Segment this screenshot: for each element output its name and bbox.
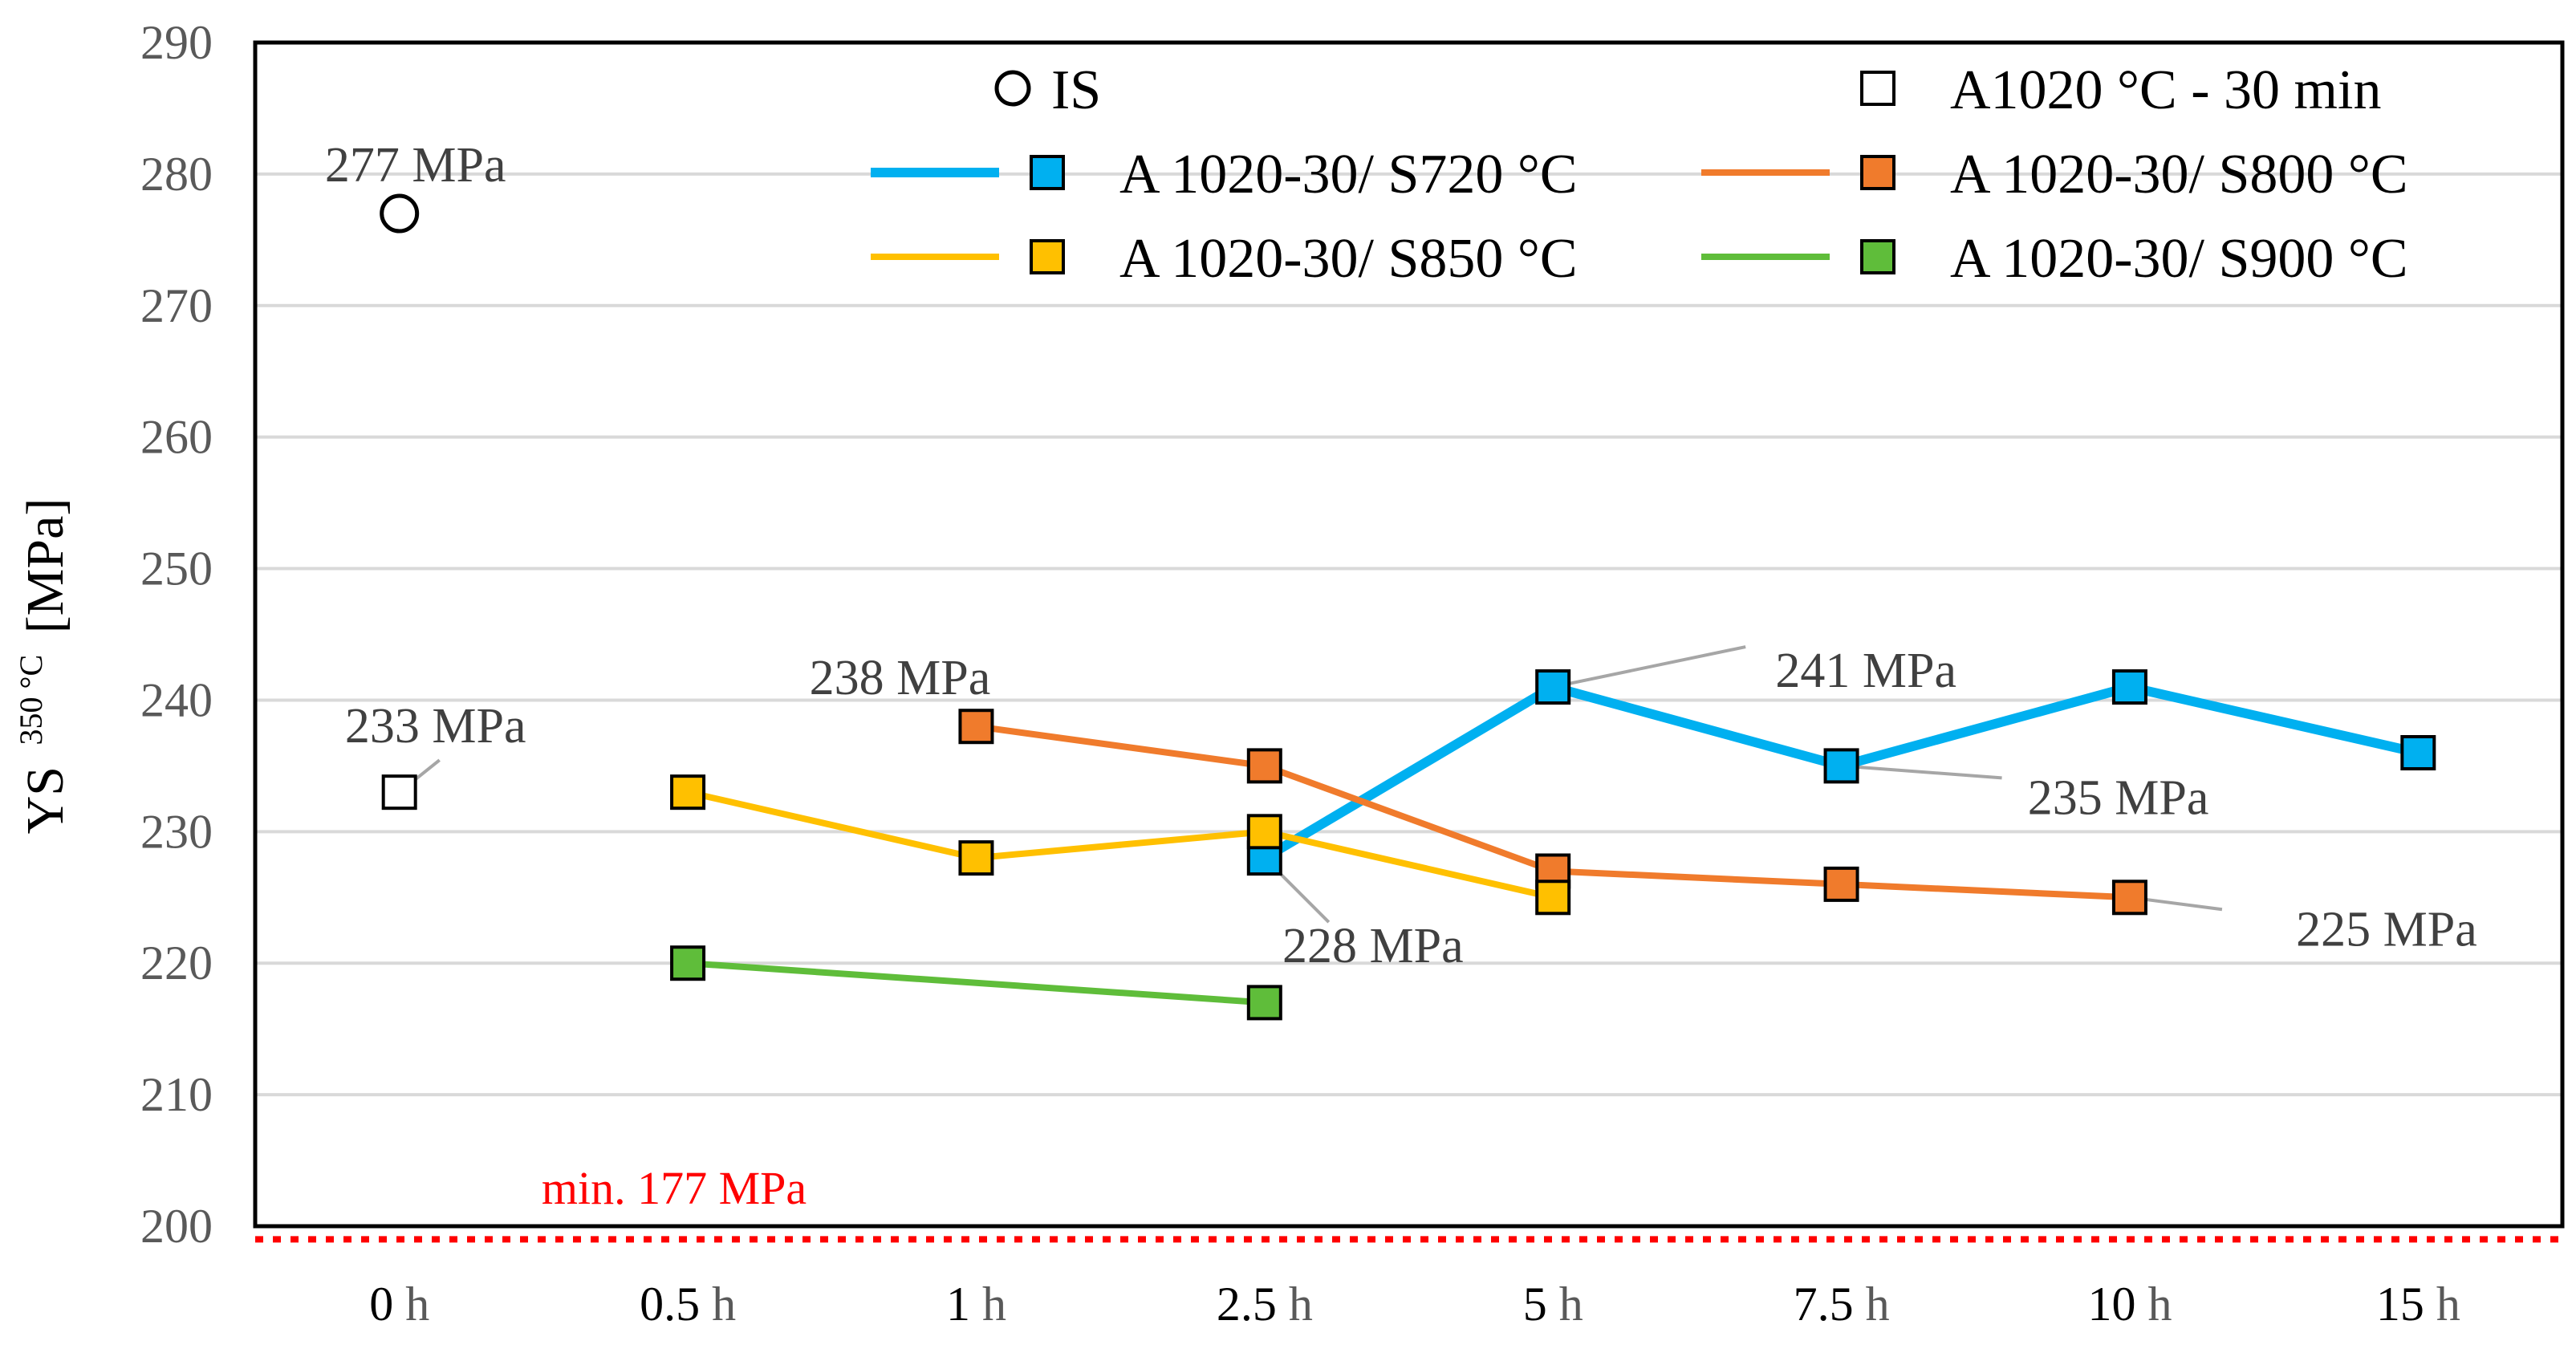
plot-frame bbox=[253, 40, 2565, 1229]
annotation-228-mpa: 228 MPa bbox=[1282, 919, 1464, 973]
data-annotations: 277 MPa 233 MPa 238 MPa 228 MPa 241 MPa 235 M… bbox=[325, 138, 2477, 973]
legend-item-a-1020-30-s850-c: A 1020-30/ S850 °C bbox=[871, 228, 1578, 290]
y-axis-title-unit: [MPa] bbox=[16, 498, 75, 634]
data-point-0h bbox=[380, 193, 420, 234]
x-tick-value: 15 bbox=[2376, 1278, 2436, 1331]
data-point-1h bbox=[958, 840, 994, 876]
y-tick-label-250: 250 bbox=[140, 542, 213, 595]
x-tick-unit: h bbox=[2436, 1278, 2460, 1331]
annotation-277-mpa: 277 MPa bbox=[325, 138, 506, 193]
series-line bbox=[687, 960, 1266, 1006]
data-point-1h bbox=[958, 709, 994, 745]
series-is bbox=[380, 193, 420, 234]
legend-item-is: IS bbox=[994, 59, 1101, 121]
x-tick-value: 10 bbox=[2087, 1278, 2147, 1331]
y-tick-label-290: 290 bbox=[140, 16, 213, 69]
y-axis-ticks: 200 210 220 230 240 250 260 270 280 290 bbox=[140, 16, 213, 1253]
annotation-235-mpa: 235 MPa bbox=[2028, 770, 2209, 825]
legend-swatch-marker bbox=[1860, 239, 1895, 274]
legend-label: A 1020-30/ S850 °C bbox=[1119, 228, 1578, 290]
data-point-10h bbox=[2111, 669, 2147, 705]
y-tick-label-220: 220 bbox=[140, 936, 213, 989]
y-axis-title-main: YS bbox=[16, 766, 75, 834]
legend-label: A 1020-30/ S720 °C bbox=[1119, 144, 1578, 205]
y-tick-label-270: 270 bbox=[140, 279, 213, 332]
x-tick-label-15: 15 h bbox=[2376, 1278, 2460, 1331]
legend-item-a1020-c-30-min: A1020 °C - 30 min bbox=[1860, 59, 2381, 121]
x-tick-unit: h bbox=[712, 1278, 736, 1331]
y-axis-title-superscript: 350 °C bbox=[13, 655, 49, 746]
x-tick-value: 0 bbox=[369, 1278, 405, 1331]
x-tick-label-1: 1 h bbox=[946, 1278, 1006, 1331]
legend-item-a-1020-30-s720-c: A 1020-30/ S720 °C bbox=[871, 144, 1578, 205]
legend-label: A 1020-30/ S800 °C bbox=[1950, 144, 2408, 205]
x-tick-value: 0.5 bbox=[640, 1278, 712, 1331]
y-tick-label-210: 210 bbox=[140, 1068, 213, 1121]
gridlines bbox=[255, 172, 2562, 1097]
legend-swatch-marker bbox=[994, 70, 1031, 107]
x-tick-unit: h bbox=[1866, 1278, 1890, 1331]
annotation-238-mpa: 238 MPa bbox=[810, 651, 991, 705]
data-point-10h bbox=[2111, 880, 2147, 916]
chart-legend: IS A1020 °C - 30 min A 1020-30/ S720 °C A 1… bbox=[871, 59, 2560, 290]
x-tick-label-0: 0 h bbox=[369, 1278, 429, 1331]
min-reference-label: min. 177 MPa bbox=[542, 1162, 807, 1214]
x-tick-unit: h bbox=[1289, 1278, 1313, 1331]
minimum-reference: min. 177 MPa bbox=[255, 1162, 2564, 1243]
y-tick-label-280: 280 bbox=[140, 148, 213, 201]
data-point-2-5h bbox=[1246, 748, 1282, 784]
data-series bbox=[380, 193, 2436, 1021]
annotation-leader-235 bbox=[1841, 764, 2002, 780]
x-tick-value: 7.5 bbox=[1794, 1278, 1866, 1331]
legend-label: A 1020-30/ S900 °C bbox=[1950, 228, 2408, 290]
y-tick-label-200: 200 bbox=[140, 1200, 213, 1253]
series-line bbox=[687, 789, 1554, 901]
data-point-0-5h bbox=[670, 945, 706, 981]
y-tick-label-260: 260 bbox=[140, 411, 213, 464]
annotation-233-mpa: 233 MPa bbox=[345, 699, 526, 754]
legend-background bbox=[891, 149, 2560, 157]
data-point-15h bbox=[2400, 735, 2436, 770]
data-point-5h bbox=[1535, 880, 1571, 916]
series-a-1020-30-s850-c bbox=[670, 774, 1571, 916]
legend-item-a-1020-30-s800-c: A 1020-30/ S800 °C bbox=[1701, 144, 2408, 205]
data-point-2-5h bbox=[1246, 985, 1282, 1021]
data-point-7-5h bbox=[1823, 748, 1859, 784]
data-point-5h bbox=[1535, 669, 1571, 705]
annotation-leader-241 bbox=[1552, 645, 1746, 689]
series-a-1020-30-s900-c bbox=[670, 945, 1282, 1021]
x-tick-unit: h bbox=[982, 1278, 1006, 1331]
legend-swatch-marker bbox=[1860, 71, 1895, 106]
data-point-7-5h bbox=[1823, 866, 1859, 902]
y-tick-label-240: 240 bbox=[140, 673, 213, 726]
legend-item-a-1020-30-s900-c: A 1020-30/ S900 °C bbox=[1701, 228, 2408, 290]
x-tick-label-0-5: 0.5 h bbox=[640, 1278, 736, 1331]
data-point-0-5h bbox=[670, 774, 706, 811]
legend-label: A1020 °C - 30 min bbox=[1950, 59, 2381, 121]
x-tick-value: 1 bbox=[946, 1278, 982, 1331]
series-a1020-c-30-min bbox=[381, 774, 417, 811]
x-tick-label-7-5: 7.5 h bbox=[1794, 1278, 1890, 1331]
data-point-0h bbox=[381, 774, 417, 811]
y-axis-title: YS 350 °C [MPa] bbox=[0, 498, 75, 835]
annotation-241-mpa: 241 MPa bbox=[1775, 644, 1956, 698]
x-tick-label-5: 5 h bbox=[1523, 1278, 1583, 1331]
legend-label: IS bbox=[1051, 59, 1101, 121]
x-tick-value: 2.5 bbox=[1217, 1278, 1289, 1331]
legend-swatch-marker bbox=[1030, 239, 1065, 274]
data-point-2-5h bbox=[1246, 814, 1282, 850]
svg-text:YS 350 °C [MPa]: YS 350 °C [MPa] bbox=[0, 498, 75, 835]
legend-swatch-marker bbox=[1860, 155, 1895, 190]
x-tick-unit: h bbox=[2147, 1278, 2172, 1331]
annotation-225-mpa: 225 MPa bbox=[2296, 902, 2477, 957]
x-tick-label-2-5: 2.5 h bbox=[1217, 1278, 1313, 1331]
x-tick-label-10: 10 h bbox=[2087, 1278, 2172, 1331]
legend-swatch-marker bbox=[1030, 155, 1065, 190]
x-tick-unit: h bbox=[405, 1278, 429, 1331]
y-tick-label-230: 230 bbox=[140, 805, 213, 858]
x-tick-unit: h bbox=[1559, 1278, 1583, 1331]
x-tick-value: 5 bbox=[1523, 1278, 1559, 1331]
